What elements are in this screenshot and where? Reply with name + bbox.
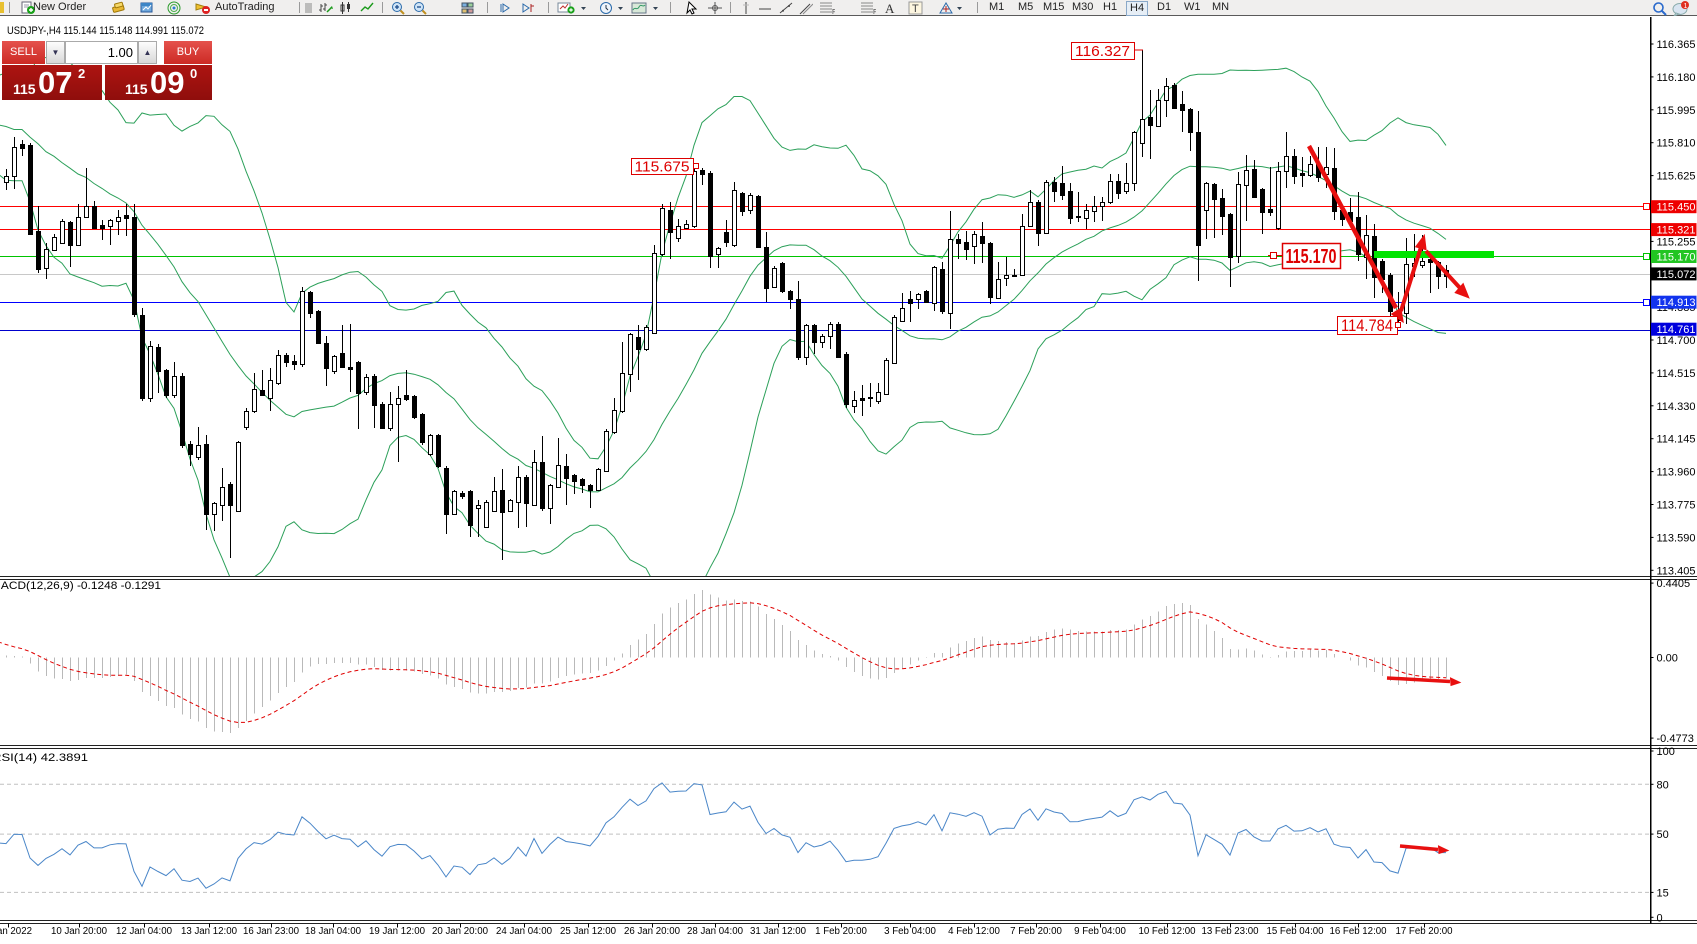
svg-text:115.625: 115.625 bbox=[1657, 171, 1696, 183]
svg-text:3 Jan 2022: 3 Jan 2022 bbox=[0, 926, 32, 937]
svg-text:0: 0 bbox=[1657, 912, 1663, 924]
svg-text:115.321: 115.321 bbox=[1657, 225, 1696, 237]
svg-text:13 Jan 12:00: 13 Jan 12:00 bbox=[181, 926, 238, 937]
svg-text:115.450: 115.450 bbox=[1657, 202, 1696, 214]
svg-text:26 Jan 20:00: 26 Jan 20:00 bbox=[624, 926, 681, 937]
svg-text:113.775: 113.775 bbox=[1657, 500, 1696, 512]
svg-text:1: 1 bbox=[1684, 3, 1688, 10]
svg-text:114.784: 114.784 bbox=[1341, 317, 1393, 335]
svg-text:25 Jan 12:00: 25 Jan 12:00 bbox=[560, 926, 617, 937]
svg-text:116.180: 116.180 bbox=[1657, 72, 1696, 84]
svg-text:80: 80 bbox=[1657, 779, 1669, 791]
svg-text:100: 100 bbox=[1657, 746, 1675, 758]
svg-text:A: A bbox=[885, 1, 895, 15]
svg-text:116.327: 116.327 bbox=[1075, 43, 1130, 60]
svg-text:50: 50 bbox=[1657, 829, 1669, 841]
svg-text:18 Jan 04:00: 18 Jan 04:00 bbox=[305, 926, 362, 937]
svg-text:12 Jan 04:00: 12 Jan 04:00 bbox=[116, 926, 173, 937]
svg-text:20 Jan 20:00: 20 Jan 20:00 bbox=[432, 926, 489, 937]
svg-text:114.330: 114.330 bbox=[1657, 401, 1696, 413]
svg-text:115.170: 115.170 bbox=[1657, 252, 1696, 264]
svg-text:F: F bbox=[873, 9, 876, 15]
svg-text:114.913: 114.913 bbox=[1657, 297, 1696, 309]
svg-text:115.255: 115.255 bbox=[1657, 236, 1696, 248]
svg-text:17 Feb 20:00: 17 Feb 20:00 bbox=[1395, 926, 1453, 937]
svg-text:16 Feb 12:00: 16 Feb 12:00 bbox=[1329, 926, 1387, 937]
svg-text:31 Jan 12:00: 31 Jan 12:00 bbox=[750, 926, 807, 937]
svg-text:0.4405: 0.4405 bbox=[1657, 578, 1691, 590]
svg-text:-0.4773: -0.4773 bbox=[1657, 733, 1694, 745]
svg-text:19 Jan 12:00: 19 Jan 12:00 bbox=[369, 926, 426, 937]
svg-text:3 Feb 04:00: 3 Feb 04:00 bbox=[884, 926, 936, 937]
svg-text:13 Feb 23:00: 13 Feb 23:00 bbox=[1201, 926, 1259, 937]
svg-text:113.405: 113.405 bbox=[1657, 565, 1696, 577]
svg-text:9 Feb 04:00: 9 Feb 04:00 bbox=[1074, 926, 1126, 937]
svg-text:114.761: 114.761 bbox=[1657, 324, 1696, 336]
svg-text:4 Feb 12:00: 4 Feb 12:00 bbox=[948, 926, 1000, 937]
svg-text:F: F bbox=[832, 9, 835, 15]
svg-text:10 Jan 20:00: 10 Jan 20:00 bbox=[51, 926, 108, 937]
svg-text:24 Jan 04:00: 24 Jan 04:00 bbox=[496, 926, 553, 937]
svg-text:16 Jan 23:00: 16 Jan 23:00 bbox=[243, 926, 300, 937]
svg-text:0.00: 0.00 bbox=[1657, 653, 1678, 665]
svg-text:T: T bbox=[912, 3, 919, 15]
svg-text:RSI(14) 42.3891: RSI(14) 42.3891 bbox=[0, 752, 88, 764]
svg-text:114.145: 114.145 bbox=[1657, 434, 1696, 446]
svg-text:USDJPY-,H4 115.144 115.148 11: USDJPY-,H4 115.144 115.148 114.991 115.0… bbox=[7, 25, 204, 37]
svg-text:MACD(12,26,9) -0.1248 -0.1291: MACD(12,26,9) -0.1248 -0.1291 bbox=[0, 580, 161, 592]
svg-text:115.170: 115.170 bbox=[1286, 246, 1337, 268]
svg-text:15: 15 bbox=[1657, 887, 1669, 899]
svg-text:115.675: 115.675 bbox=[635, 158, 690, 175]
svg-text:115.810: 115.810 bbox=[1657, 138, 1696, 150]
svg-text:115.995: 115.995 bbox=[1657, 105, 1696, 117]
svg-text:28 Jan 04:00: 28 Jan 04:00 bbox=[687, 926, 744, 937]
svg-text:10 Feb 12:00: 10 Feb 12:00 bbox=[1138, 926, 1196, 937]
svg-text:1 Feb 20:00: 1 Feb 20:00 bbox=[815, 926, 867, 937]
svg-text:116.365: 116.365 bbox=[1657, 39, 1696, 51]
svg-text:15 Feb 04:00: 15 Feb 04:00 bbox=[1266, 926, 1324, 937]
svg-text:115.072: 115.072 bbox=[1657, 269, 1696, 281]
svg-text:113.960: 113.960 bbox=[1657, 467, 1696, 479]
svg-text:114.515: 114.515 bbox=[1657, 368, 1696, 380]
svg-text:7 Feb 20:00: 7 Feb 20:00 bbox=[1010, 926, 1062, 937]
svg-text:114.700: 114.700 bbox=[1657, 335, 1696, 347]
svg-text:113.590: 113.590 bbox=[1657, 532, 1696, 544]
